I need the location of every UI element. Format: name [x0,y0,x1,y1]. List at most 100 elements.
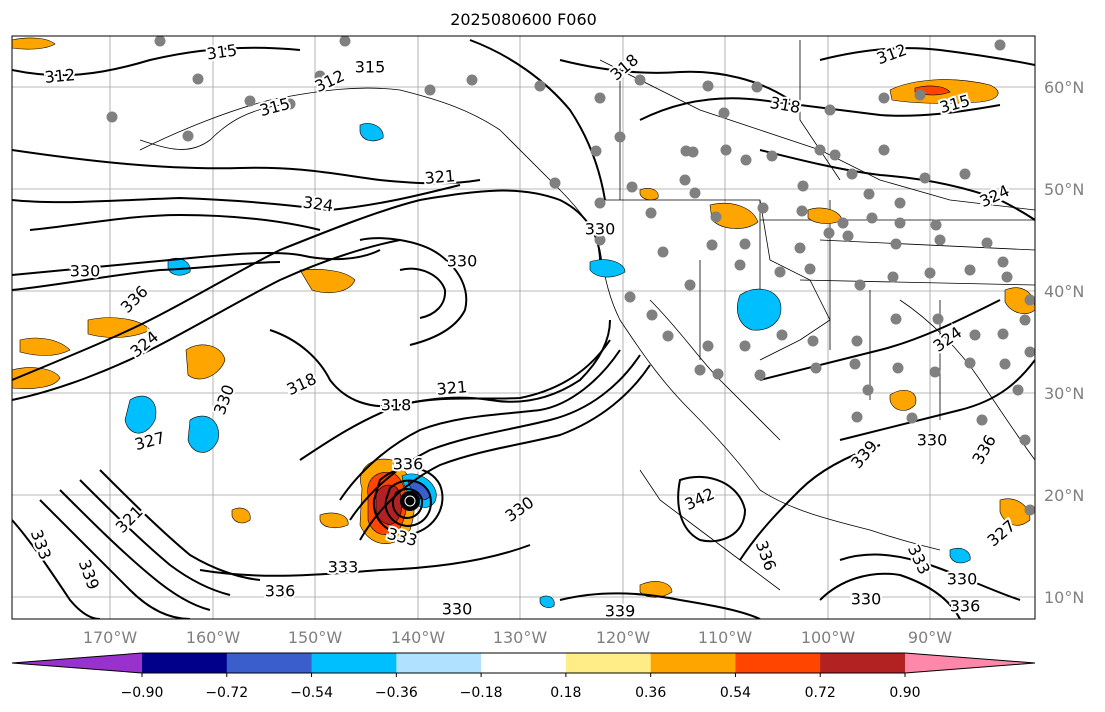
station-marker [892,362,904,374]
station-marker [997,328,1009,340]
station-marker [594,92,606,104]
station-marker [1012,384,1024,396]
station-marker [976,414,988,426]
station-marker [1001,271,1013,283]
station-marker [657,246,669,258]
colorbar-segment [650,653,736,673]
station-markers [106,35,1036,516]
station-marker [849,358,861,370]
station-marker [284,98,296,110]
latitude-labels: 60°N 50°N 40°N 30°N 20°N 10°N [1044,78,1084,607]
station-marker [594,197,606,209]
station-marker [854,279,866,291]
station-marker [687,146,699,158]
station-marker [934,234,946,246]
longitude-label: 90°W [908,628,952,647]
contour-label: 333 [328,558,359,577]
contour-label: 336 [393,455,424,474]
station-marker [964,357,976,369]
station-marker [810,362,822,374]
colorbar-extend-max [905,653,1035,673]
colorbar-tick-label: 0.72 [805,685,836,701]
colorbar-tick-label: −0.36 [375,685,418,701]
plot-area [12,36,1035,619]
longitude-label: 160°W [186,628,241,647]
station-marker [776,329,788,341]
station-marker [314,70,326,82]
latitude-label: 50°N [1044,180,1084,199]
station-marker [842,230,854,242]
station-marker [807,335,819,347]
longitude-label: 130°W [493,628,548,647]
colorbar-segment [735,653,821,673]
station-marker [890,313,902,325]
station-marker [689,187,701,199]
station-marker [734,259,746,271]
latitude-label: 60°N [1044,78,1084,97]
colorbar-tick-label: 0.36 [635,685,666,701]
station-marker [751,81,763,93]
station-marker [846,168,858,180]
station-marker [919,172,931,184]
contour-label: 336 [265,582,296,601]
station-marker [712,368,724,380]
station-marker [890,238,902,250]
colorbar-segment [311,653,397,673]
contour-label: 315 [355,58,386,77]
longitude-label: 140°W [391,628,446,647]
contour-label: 330 [851,590,882,609]
contour-label: 330 [917,431,948,450]
station-marker [694,364,706,376]
station-marker [339,35,351,47]
colorbar-tick-label: 0.18 [550,685,581,701]
station-marker [754,369,766,381]
latitude-label: 10°N [1044,588,1084,607]
colorbar-segment [142,653,228,673]
station-marker [534,80,546,92]
station-marker [1019,434,1031,446]
station-marker [1024,504,1036,516]
station-marker [766,150,778,162]
colorbar-tick-label: −0.90 [121,685,164,701]
station-marker [718,107,730,119]
station-marker [804,263,816,275]
station-marker [106,111,118,123]
station-marker [929,366,941,378]
station-marker [981,237,993,249]
contour-label: 336 [950,597,981,616]
colorbar: −0.90 −0.72 −0.54 −0.36 −0.18 0.18 0.36 0.54 0.7… [11,652,1036,701]
station-marker [866,212,878,224]
station-marker [757,202,769,214]
colorbar-segment [820,653,906,673]
station-marker [906,412,918,424]
station-marker [829,149,841,161]
station-marker [646,309,658,321]
station-marker [702,340,714,352]
station-marker [914,89,926,101]
colorbar-extend-min [12,653,142,673]
colorbar-tick-label: −0.72 [205,685,248,701]
longitude-label: 150°W [288,628,343,647]
station-marker [887,271,899,283]
colorbar-segment [226,653,313,673]
station-marker [626,181,638,193]
station-marker [662,330,674,342]
contour-lines [12,39,1035,619]
station-marker [739,340,751,352]
station-marker [932,313,944,325]
longitude-label: 110°W [698,628,753,647]
contour-label: 321 [436,377,468,399]
station-marker [182,130,194,142]
station-marker [851,335,863,347]
contour-label: 330 [947,570,978,589]
station-marker [797,180,809,192]
station-marker [823,227,835,239]
station-marker [614,131,626,143]
station-marker [814,144,826,156]
latitude-label: 30°N [1044,384,1084,403]
station-marker [851,411,863,423]
station-marker [740,154,752,166]
colorbar-tick-label: −0.54 [290,685,333,701]
station-marker [794,242,806,254]
